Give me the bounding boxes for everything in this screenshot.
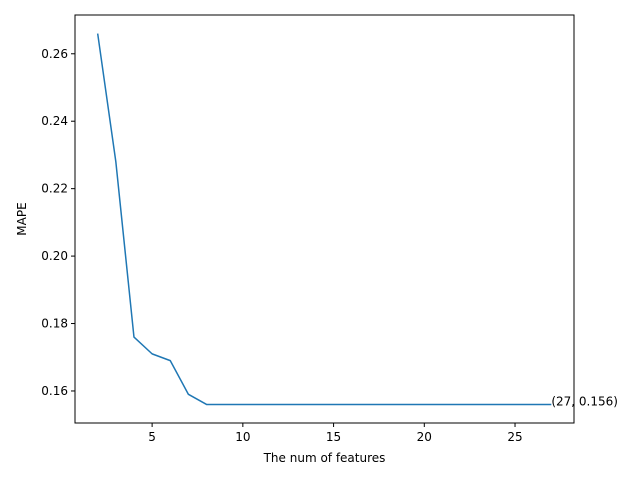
x-tick-label: 10: [235, 430, 250, 444]
y-tick-label: 0.22: [41, 182, 68, 196]
y-tick-label: 0.26: [41, 47, 68, 61]
series-line: [96, 33, 552, 406]
plot-frame: [74, 14, 575, 424]
y-tick-label: 0.18: [41, 317, 68, 331]
point-annotation: (27, 0.156): [551, 394, 618, 408]
x-tick-label: 25: [507, 430, 522, 444]
y-tick-label: 0.16: [41, 384, 68, 398]
y-axis-ticks: 0.16 0.18 0.20 0.22 0.24 0.26: [41, 47, 75, 398]
plot-area: [75, 15, 574, 423]
y-tick-label: 0.20: [41, 249, 68, 263]
x-tick-label: 15: [326, 430, 341, 444]
x-tick-label: 5: [148, 430, 156, 444]
x-axis-ticks: 5 10 15 20 25: [148, 423, 523, 444]
x-tick-label: 20: [417, 430, 432, 444]
y-axis-title: MAPE: [15, 202, 29, 235]
y-tick-label: 0.24: [41, 114, 68, 128]
series-layer: [96, 33, 552, 406]
x-axis-title: The num of features: [263, 451, 386, 465]
